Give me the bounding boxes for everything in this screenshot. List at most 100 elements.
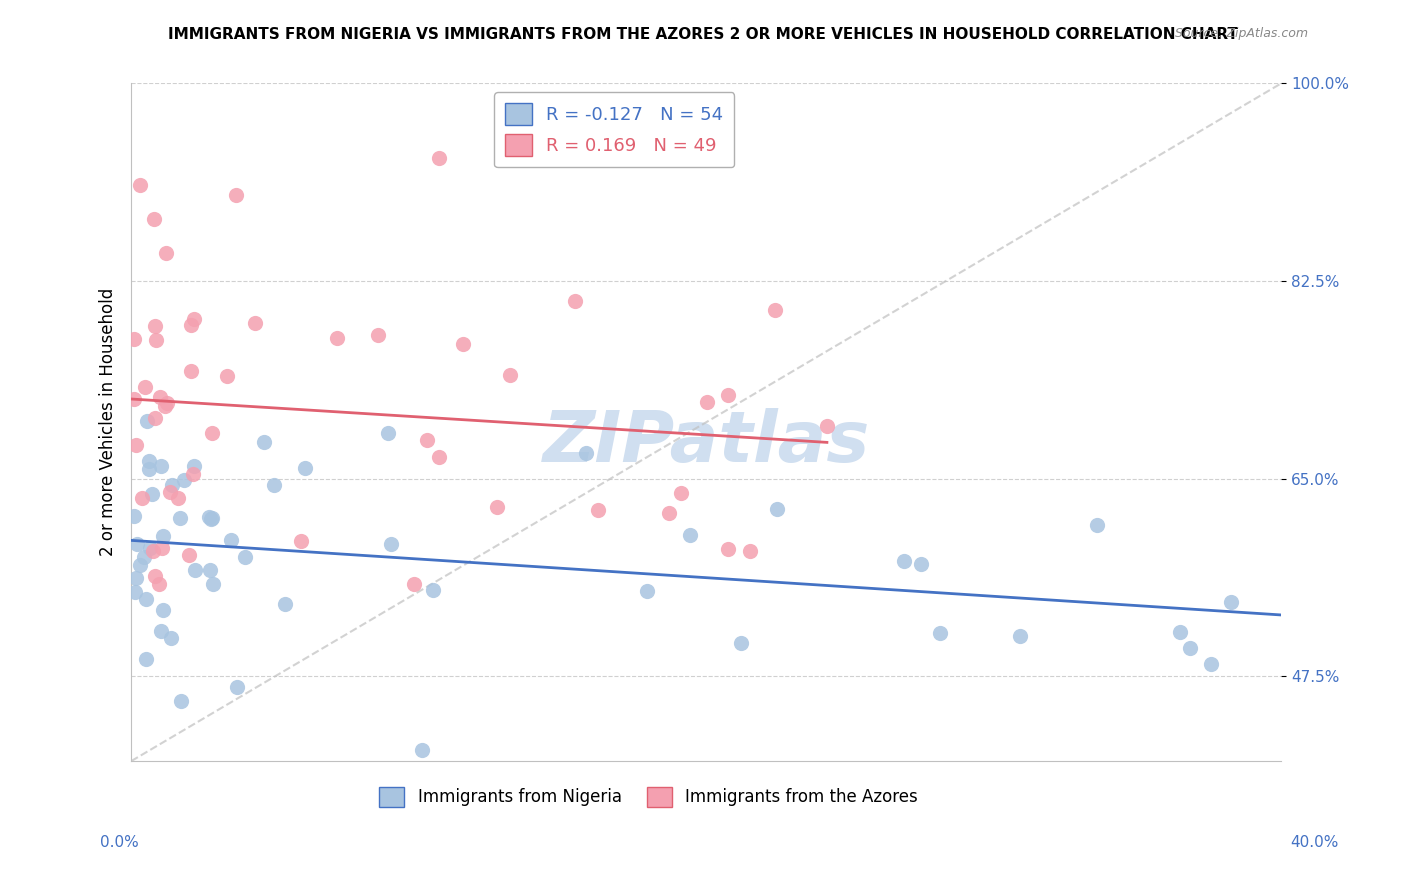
Point (125, 571, 148, 585)
Point (135, 592, 157, 607)
Point (815, 418, 838, 433)
Point (263, 478, 285, 492)
Text: Source: ZipAtlas.com: Source: ZipAtlas.com (1174, 27, 1308, 40)
Y-axis label: 2 or more Vehicles in Household: 2 or more Vehicles in Household (100, 288, 117, 557)
Point (160, 478, 183, 492)
Point (1220, 595, 1243, 609)
Point (717, 542, 740, 557)
Point (150, 624, 173, 638)
Point (253, 435, 276, 450)
Point (169, 511, 191, 525)
Point (274, 597, 297, 611)
Point (290, 533, 312, 548)
Point (738, 544, 761, 558)
Point (152, 529, 174, 543)
Point (149, 391, 172, 405)
Point (588, 502, 610, 516)
Point (427, 151, 450, 165)
Point (173, 473, 195, 487)
Point (149, 458, 172, 473)
Point (730, 636, 752, 650)
Point (499, 368, 522, 382)
Point (145, 333, 167, 347)
Point (766, 502, 789, 516)
Point (138, 454, 160, 468)
Point (135, 652, 157, 666)
Point (179, 548, 201, 562)
Point (150, 541, 173, 556)
Point (201, 577, 224, 591)
Point (183, 311, 205, 326)
Point (136, 414, 159, 428)
Text: 0.0%: 0.0% (100, 836, 139, 850)
Point (166, 491, 188, 505)
Point (1178, 641, 1201, 656)
Point (1199, 657, 1222, 671)
Point (142, 544, 165, 558)
Legend: Immigrants from Nigeria, Immigrants from the Azores: Immigrants from Nigeria, Immigrants from… (373, 780, 925, 814)
Point (404, 577, 426, 591)
Point (217, 369, 239, 384)
Point (219, 533, 242, 548)
Point (124, 585, 146, 599)
Point (122, 508, 145, 523)
Point (138, 461, 160, 475)
Point (294, 461, 316, 475)
Point (717, 388, 740, 402)
Point (143, 318, 166, 333)
Point (125, 537, 148, 551)
Point (152, 602, 174, 616)
Point (669, 485, 692, 500)
Point (134, 380, 156, 394)
Point (180, 318, 202, 333)
Point (226, 680, 249, 694)
Point (159, 632, 181, 646)
Point (380, 537, 402, 551)
Point (159, 485, 181, 500)
Point (763, 303, 786, 318)
Point (156, 396, 179, 410)
Point (243, 316, 266, 330)
Point (422, 583, 444, 598)
Point (143, 568, 166, 582)
Point (200, 512, 222, 526)
Point (201, 510, 224, 524)
Point (233, 550, 256, 565)
Point (141, 487, 163, 501)
Point (134, 549, 156, 564)
Text: 40.0%: 40.0% (1291, 836, 1339, 850)
Point (575, 446, 598, 460)
Point (125, 437, 148, 451)
Point (122, 392, 145, 407)
Point (148, 577, 170, 591)
Point (928, 626, 950, 640)
Point (451, 337, 474, 351)
Point (486, 500, 509, 514)
Point (143, 211, 166, 226)
Point (180, 364, 202, 378)
Point (416, 433, 439, 447)
Point (1085, 517, 1108, 532)
Point (326, 331, 349, 345)
Point (170, 694, 193, 708)
Text: ZIPatlas: ZIPatlas (543, 408, 870, 477)
Point (636, 583, 658, 598)
Point (143, 410, 166, 425)
Point (367, 327, 389, 342)
Text: IMMIGRANTS FROM NIGERIA VS IMMIGRANTS FROM THE AZORES 2 OR MORE VEHICLES IN HOUS: IMMIGRANTS FROM NIGERIA VS IMMIGRANTS FR… (167, 27, 1239, 42)
Point (131, 491, 153, 505)
Point (181, 467, 204, 481)
Point (153, 399, 176, 413)
Point (564, 293, 586, 308)
Point (893, 554, 915, 568)
Point (679, 528, 702, 542)
Point (658, 506, 681, 520)
Point (696, 395, 718, 409)
Point (155, 245, 177, 260)
Point (124, 332, 146, 346)
Point (184, 563, 207, 577)
Point (201, 425, 224, 440)
Point (411, 743, 433, 757)
Point (225, 188, 247, 202)
Point (198, 563, 221, 577)
